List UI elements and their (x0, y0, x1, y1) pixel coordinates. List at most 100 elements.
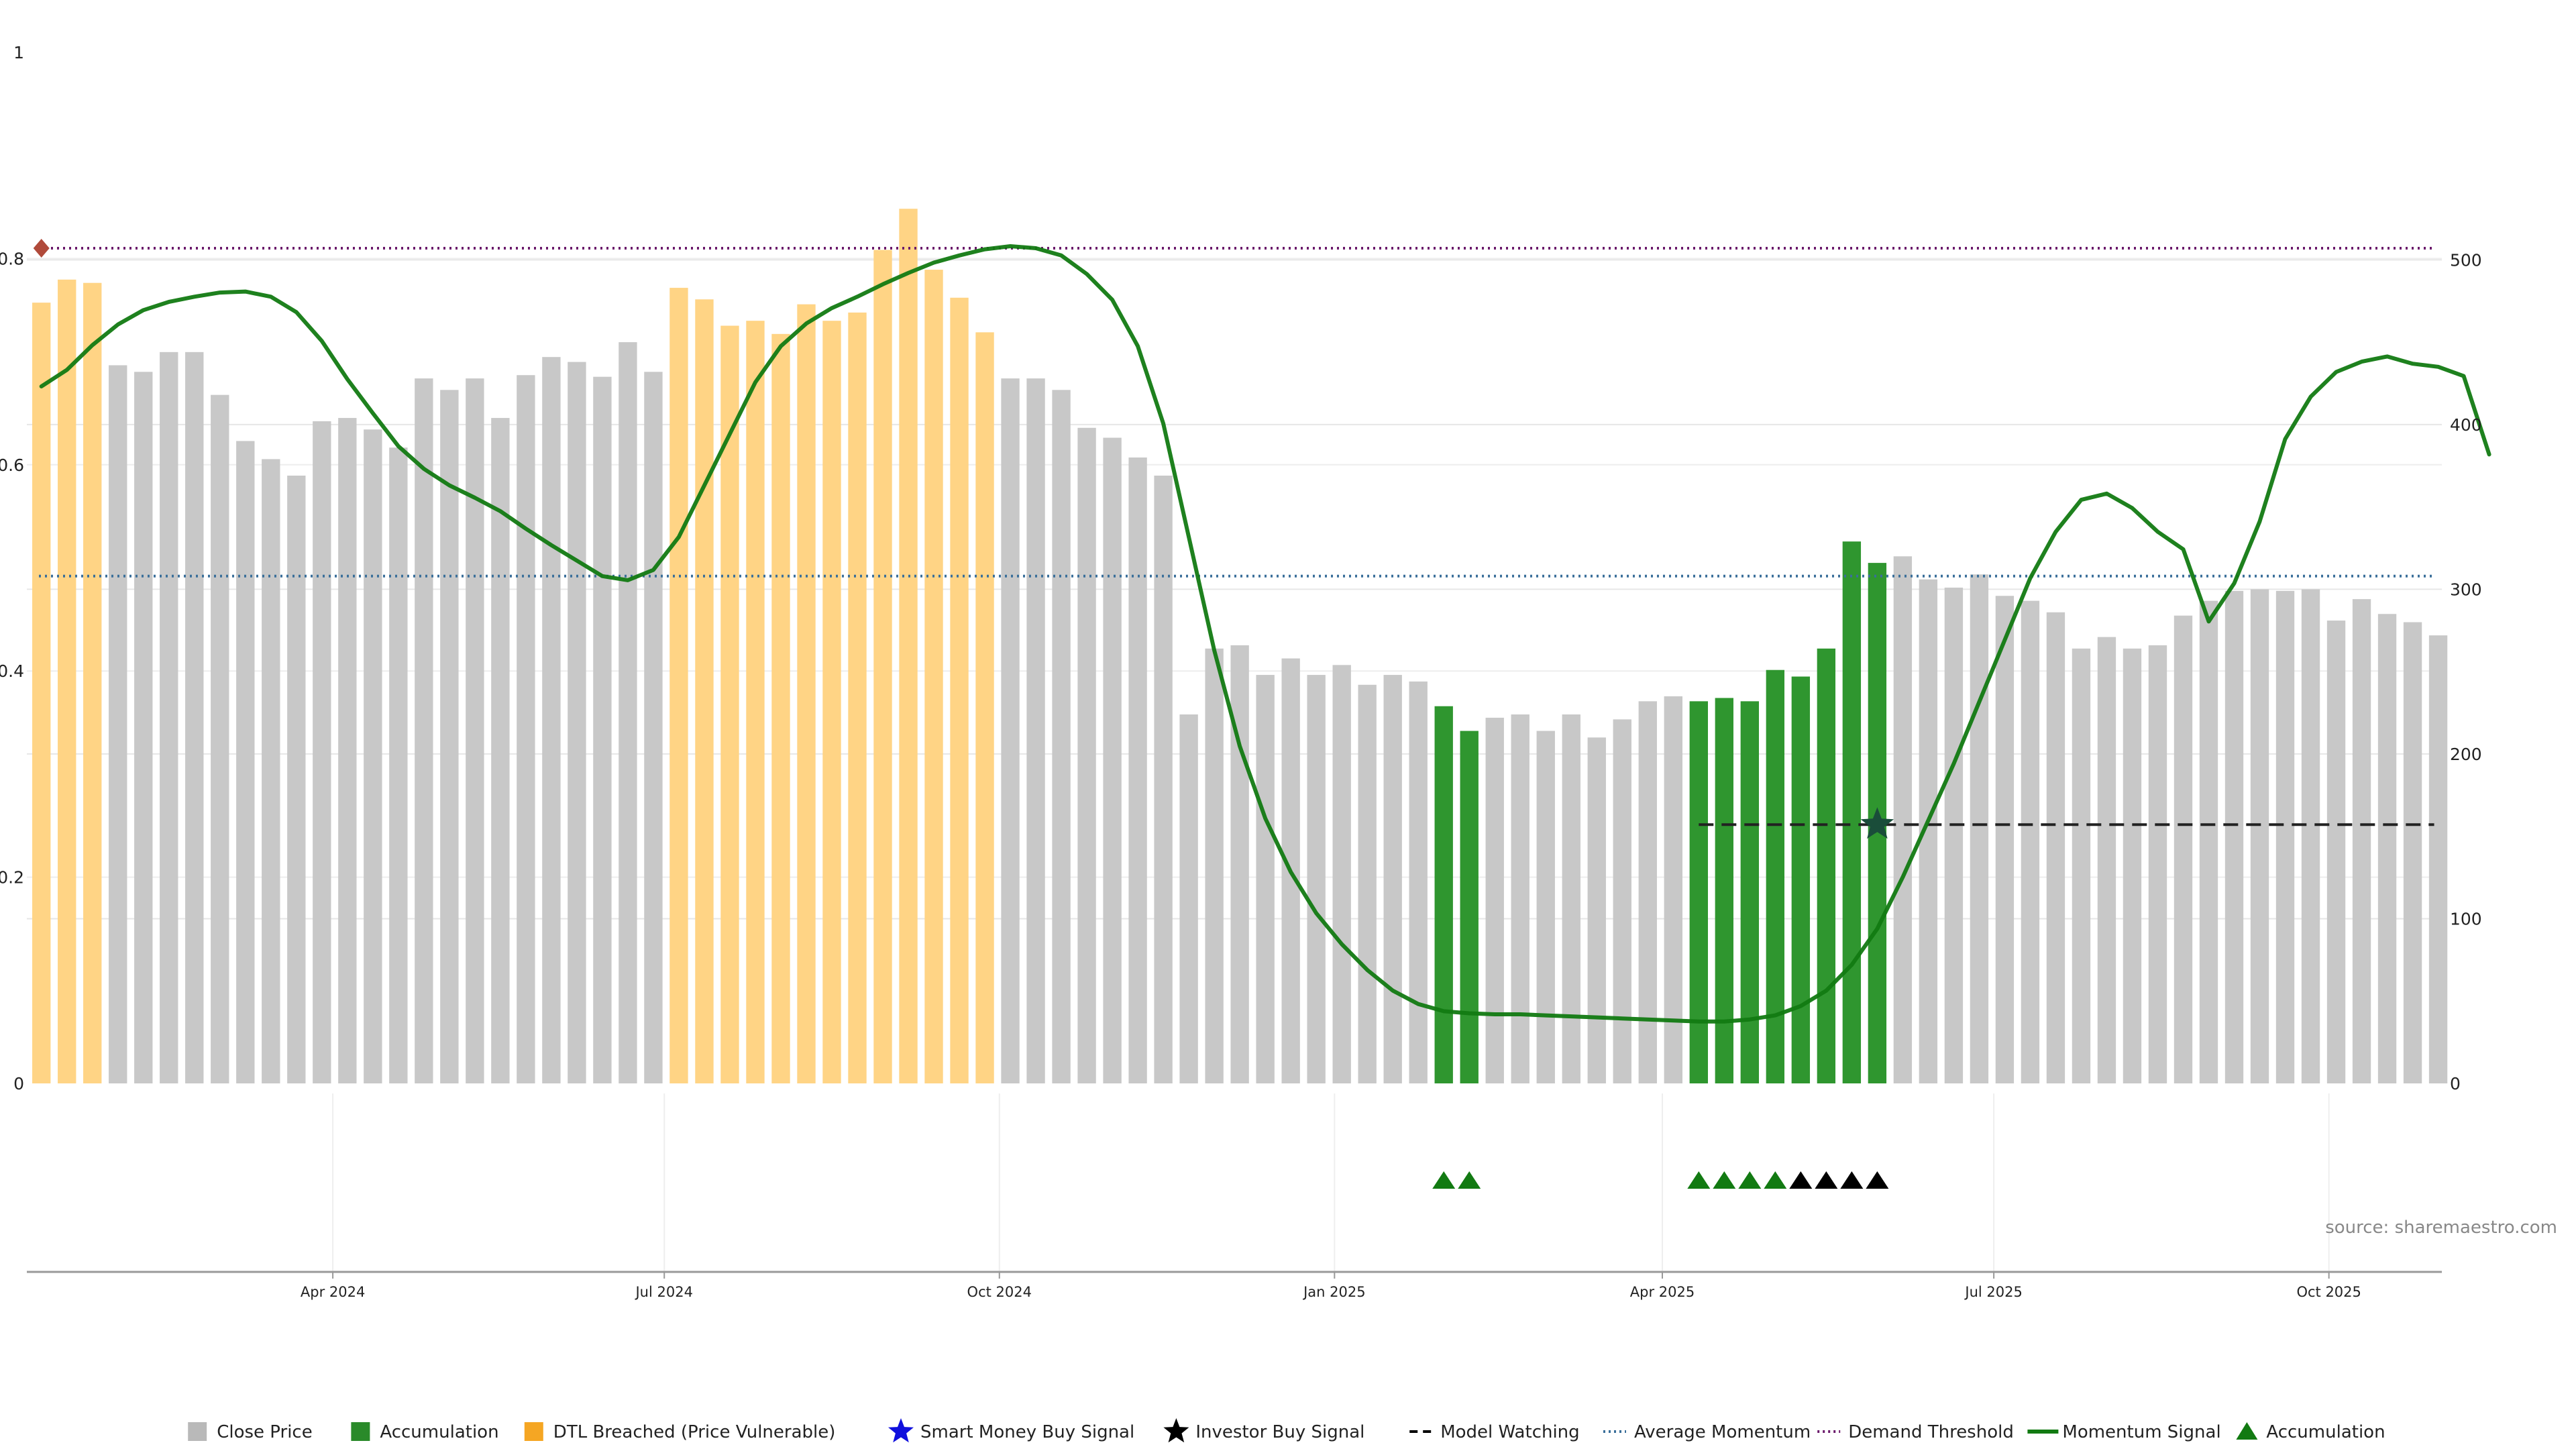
bar (313, 421, 331, 1083)
accumulation-strip (1432, 1171, 1889, 1189)
bar (797, 304, 816, 1083)
legend: Close Price Accumulation DTL Breached (Pri… (188, 1418, 2385, 1443)
accumulation-triangle (1687, 1171, 1711, 1189)
accumulation-triangle (1432, 1171, 1456, 1189)
legend-item: Demand Threshold (1817, 1422, 2014, 1442)
bar (2224, 590, 2244, 1083)
x-axis-tick-label: Apr 2024 (301, 1284, 365, 1300)
bar (2021, 600, 2040, 1083)
legend-label: Accumulation (380, 1422, 498, 1442)
bar (287, 475, 306, 1083)
bar (2352, 599, 2371, 1083)
legend-item: Smart Money Buy Signal (888, 1418, 1134, 1443)
bar (32, 303, 51, 1084)
bar (1307, 675, 1326, 1083)
investor-triangle (1866, 1171, 1889, 1189)
bar (1332, 665, 1351, 1083)
bar (848, 312, 867, 1084)
bar (746, 321, 765, 1083)
legend-label: Model Watching (1440, 1422, 1579, 1442)
bar (695, 299, 714, 1083)
bar (2301, 589, 2320, 1083)
bar (1995, 596, 2015, 1083)
bar (1205, 648, 1224, 1083)
bar (568, 362, 586, 1083)
legend-item: Accumulation (351, 1422, 499, 1442)
x-axis-tick-label: Jul 2024 (634, 1284, 692, 1300)
legend-label: Close Price (217, 1422, 313, 1442)
bar (1103, 437, 1122, 1083)
bar (1230, 645, 1249, 1083)
bar (2199, 600, 2218, 1083)
accumulation-triangle (1764, 1171, 1787, 1189)
x-axis-tick-label: Jul 2025 (1964, 1284, 2022, 1300)
accumulation-triangle (1738, 1171, 1762, 1189)
legend-swatch (188, 1422, 207, 1441)
bar (1740, 701, 1760, 1083)
x-axis-tick-label: Jan 2025 (1302, 1284, 1366, 1300)
legend-item: Average Momentum (1603, 1422, 1811, 1442)
investor-triangle (1789, 1171, 1813, 1189)
legend-label: Investor Buy Signal (1195, 1422, 1364, 1442)
bar (593, 376, 612, 1083)
left-axis-tick-label: 0.8 (0, 249, 24, 268)
bar (2326, 621, 2346, 1083)
bar (134, 372, 153, 1084)
bar (1587, 737, 1606, 1083)
bar (899, 209, 918, 1084)
bar (1944, 587, 1964, 1083)
bar (466, 378, 484, 1083)
legend-swatch (351, 1422, 370, 1441)
legend-item: Momentum Signal (2027, 1422, 2221, 1442)
bar (2377, 614, 2397, 1083)
bar (2123, 648, 2142, 1083)
bar (1383, 675, 1402, 1083)
bar (211, 394, 229, 1084)
reference-lines (39, 247, 2435, 826)
legend-item: Model Watching (1409, 1422, 1580, 1442)
bar (1791, 676, 1811, 1083)
legend-item: Close Price (188, 1422, 313, 1442)
bar (1026, 378, 1045, 1083)
bar (1689, 701, 1708, 1083)
x-axis-tick-label: Apr 2025 (1630, 1284, 1695, 1300)
investor-triangle (1840, 1171, 1864, 1189)
bar (1485, 717, 1504, 1083)
left-axis-tick-label: 0 (13, 1074, 24, 1093)
bar (58, 279, 76, 1084)
legend-label: Average Momentum (1634, 1422, 1811, 1442)
accumulation-triangle (1713, 1171, 1736, 1189)
legend-label: Smart Money Buy Signal (920, 1422, 1134, 1442)
bar (1128, 457, 1147, 1083)
bar (1052, 390, 1071, 1083)
x-axis-tick-label: Oct 2024 (967, 1284, 1032, 1300)
x-axis-tick-label: Oct 2025 (2296, 1284, 2361, 1300)
bar (338, 418, 357, 1083)
right-axis-tick-label: 500 (2450, 250, 2482, 270)
legend-label: Momentum Signal (2062, 1422, 2220, 1442)
legend-item: Investor Buy Signal (1163, 1418, 1364, 1443)
bar (160, 352, 178, 1083)
right-axis-tick-label: 400 (2450, 415, 2482, 435)
bar (1460, 731, 1479, 1083)
bar (1766, 669, 1785, 1083)
left-axis-tick-label: 0.6 (0, 455, 24, 475)
bar (542, 357, 561, 1083)
bar (1715, 698, 1733, 1083)
axes: 0 0.2 0.4 0.6 0.8 1 0 100 200 300 400 500 Apr 2024 Ju… (0, 43, 2482, 1300)
bar (364, 429, 382, 1083)
bar (669, 288, 688, 1083)
bar (1842, 541, 1862, 1083)
bar (771, 333, 790, 1083)
bar (83, 282, 102, 1084)
bar (1001, 378, 1020, 1083)
bar (2174, 615, 2193, 1083)
legend-star-icon (888, 1418, 914, 1443)
legend-label: Accumulation (2266, 1422, 2385, 1442)
bar (1179, 714, 1198, 1083)
bar (2428, 635, 2448, 1083)
bar (415, 378, 433, 1083)
bar (720, 325, 739, 1084)
bar (2275, 590, 2295, 1083)
